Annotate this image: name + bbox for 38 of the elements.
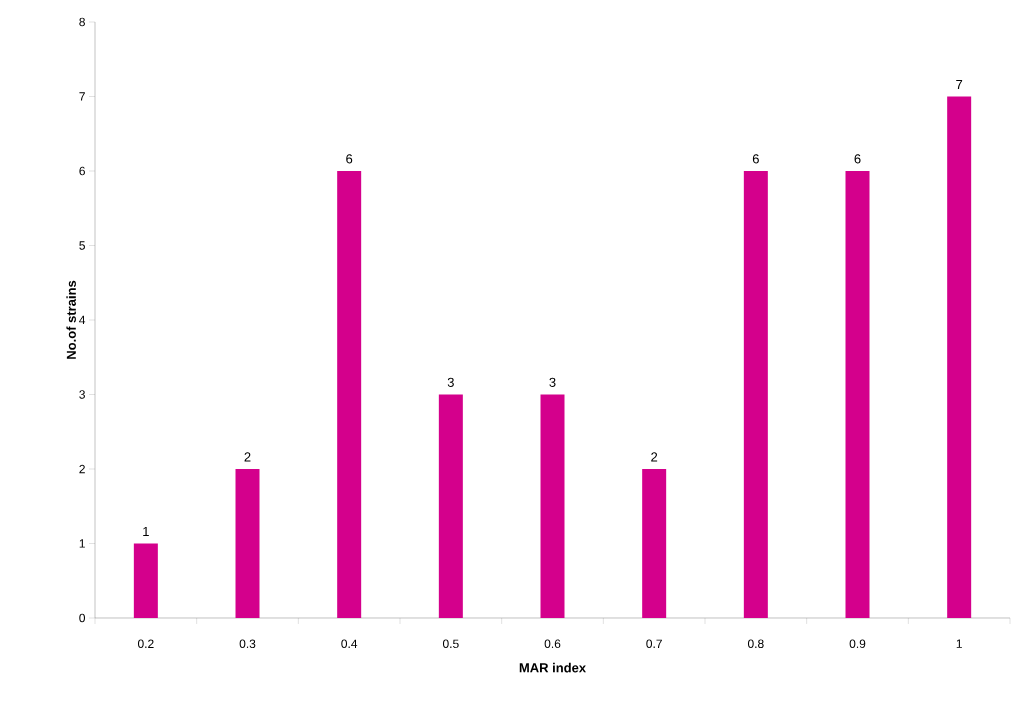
data-label: 6 xyxy=(346,154,353,164)
y-tick-label: 3 xyxy=(79,390,85,399)
y-tick-label: 0 xyxy=(79,613,86,623)
x-tick-label: 0.6 xyxy=(544,639,561,649)
data-label: 2 xyxy=(244,452,251,462)
bar xyxy=(845,170,870,618)
y-tick-label: 4 xyxy=(79,315,86,325)
data-label: 6 xyxy=(854,154,861,164)
bar xyxy=(947,96,972,618)
y-tick-label: 6 xyxy=(79,166,85,176)
y-tick-label: 1 xyxy=(79,539,85,548)
data-label: 1 xyxy=(143,527,149,536)
y-tick-label: 7 xyxy=(79,92,85,101)
x-tick-label: 1 xyxy=(956,639,962,648)
data-label: 6 xyxy=(752,154,759,164)
x-tick-label: 0.7 xyxy=(646,639,662,649)
x-tick-label: 0.3 xyxy=(239,639,256,649)
x-tick-label: 0.8 xyxy=(747,639,764,649)
x-tick-label: 0.5 xyxy=(442,639,459,649)
x-tick-label: 0.4 xyxy=(341,639,358,649)
bar xyxy=(743,170,768,618)
bar xyxy=(133,543,158,618)
x-tick-label: 0.9 xyxy=(849,639,866,649)
y-tick-label: 8 xyxy=(79,17,85,27)
x-tick-label: 0.2 xyxy=(137,639,154,649)
bar xyxy=(642,468,667,618)
bar xyxy=(438,394,463,618)
bar xyxy=(540,394,565,618)
data-label: 7 xyxy=(956,80,963,89)
y-tick-label: 2 xyxy=(79,464,85,474)
y-axis-title: No.of strains xyxy=(66,280,76,359)
data-label: 2 xyxy=(651,452,658,462)
data-label: 3 xyxy=(447,377,454,387)
bar xyxy=(235,468,260,618)
bar xyxy=(337,170,362,618)
x-axis-title: MAR index xyxy=(519,662,586,673)
data-label: 3 xyxy=(549,377,556,387)
y-tick-label: 5 xyxy=(79,241,85,250)
